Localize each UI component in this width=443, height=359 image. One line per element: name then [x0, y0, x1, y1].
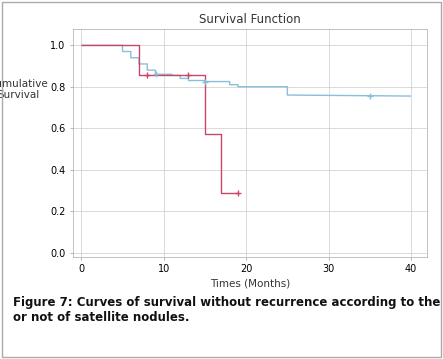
Text: Cumulative
Survival: Cumulative Survival [0, 79, 48, 101]
Title: Survival Function: Survival Function [199, 13, 301, 26]
X-axis label: Times (Months): Times (Months) [210, 279, 291, 289]
Text: Figure 7: Curves of survival without recurrence according to the presence
or not: Figure 7: Curves of survival without rec… [13, 296, 443, 324]
